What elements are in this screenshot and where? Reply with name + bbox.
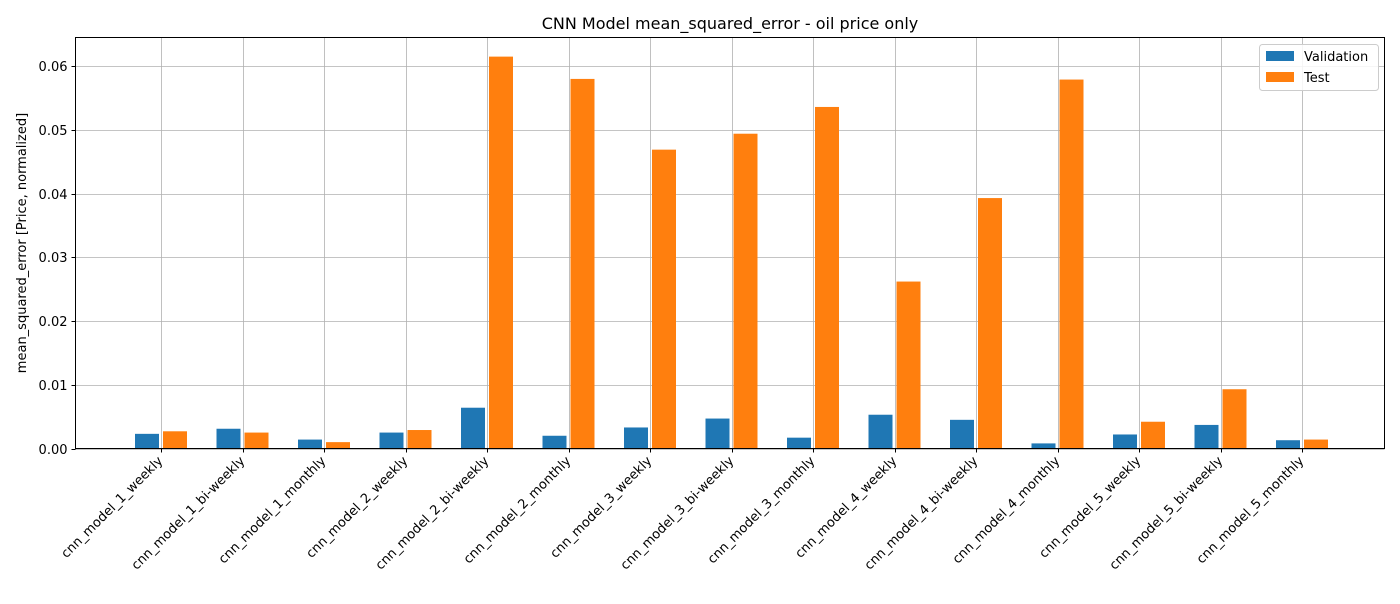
y-tick-label: 0.00 <box>39 443 68 458</box>
bar-test <box>896 281 921 449</box>
bar-test <box>407 430 432 449</box>
bar-validation <box>705 418 730 449</box>
y-tick-label: 0.03 <box>39 251 68 266</box>
y-tick-label: 0.02 <box>39 315 68 330</box>
bar-validation <box>1031 443 1056 449</box>
bar-validation <box>950 419 974 449</box>
chart-title: CNN Model mean_squared_error - oil price… <box>542 14 919 34</box>
bar-test <box>815 106 839 449</box>
bar-test <box>978 198 1002 449</box>
bars <box>135 56 1328 449</box>
bar-test <box>1304 439 1328 449</box>
bar-validation <box>216 428 241 449</box>
bar-validation <box>542 435 567 449</box>
bar-test <box>326 442 350 449</box>
bar-test <box>163 431 187 449</box>
bar-test <box>244 432 269 449</box>
legend-swatch-test <box>1266 72 1294 82</box>
bar-validation <box>787 437 811 449</box>
x-axis: cnn_model_1_weeklycnn_model_1_bi-weeklyc… <box>59 448 1308 573</box>
y-tick-label: 0.05 <box>39 124 68 139</box>
bar-validation <box>1113 434 1137 449</box>
y-tick-label: 0.01 <box>39 379 68 394</box>
legend-swatch-validation <box>1266 51 1294 61</box>
bar-validation <box>868 414 893 449</box>
bar-validation <box>624 427 648 449</box>
y-axis: 0.00 0.01 0.02 0.03 0.04 0.05 0.06 <box>39 60 76 458</box>
y-tick-label: 0.04 <box>39 188 68 203</box>
bar-test <box>1059 79 1084 449</box>
bar-test <box>652 149 676 449</box>
y-tick-label: 0.06 <box>39 60 68 75</box>
bar-validation <box>1194 424 1219 449</box>
legend-label-test: Test <box>1303 71 1330 86</box>
grid <box>75 37 1385 450</box>
bar-validation <box>379 432 404 449</box>
plot-frame <box>75 37 1385 449</box>
bar-validation <box>135 433 159 449</box>
bar-validation <box>1276 440 1300 449</box>
legend: Validation Test <box>1259 44 1379 91</box>
y-axis-label: mean_squared_error [Price, normalized] <box>15 113 30 373</box>
bar-test <box>489 56 513 449</box>
bar-test <box>1141 421 1165 449</box>
bar-test <box>1222 389 1247 449</box>
bar-validation <box>461 407 485 449</box>
legend-label-validation: Validation <box>1304 50 1368 65</box>
bar-validation <box>298 439 322 449</box>
bar-test <box>733 133 758 449</box>
bar-test <box>570 78 595 449</box>
